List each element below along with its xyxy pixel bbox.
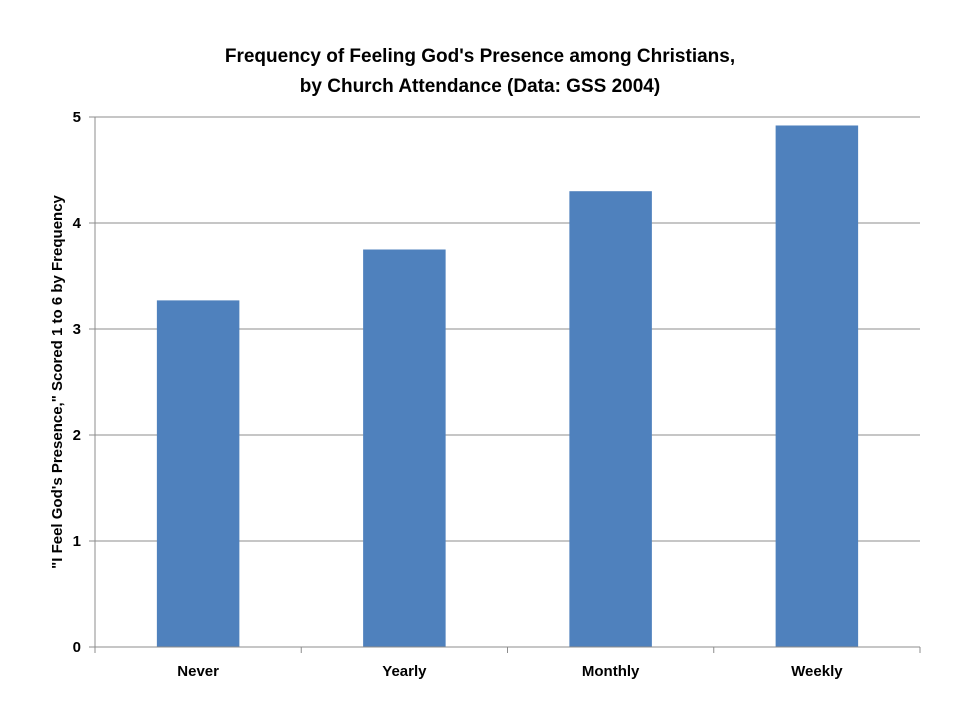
bars (156, 125, 859, 648)
chart-title-line-1: Frequency of Feeling God's Presence amon… (225, 46, 735, 67)
y-axis-label: "I Feel God's Presence," Scored 1 to 6 b… (49, 194, 66, 568)
y-tick-label: 5 (73, 109, 81, 126)
chart-title-line-2: by Church Attendance (Data: GSS 2004) (300, 76, 660, 97)
y-tick-label: 3 (73, 321, 81, 338)
y-tick-label: 2 (73, 427, 81, 444)
x-tick-label: Weekly (791, 663, 843, 680)
x-tick-label: Yearly (382, 663, 427, 680)
bar-never (156, 300, 240, 647)
x-tick-labels: Never Yearly Monthly Weekly (177, 663, 843, 680)
chart-title: Frequency of Feeling God's Presence amon… (225, 46, 735, 97)
bar-yearly (363, 249, 446, 647)
y-tick-labels: 0 1 2 3 4 5 (73, 109, 82, 656)
axes (89, 116, 921, 653)
bar-monthly (569, 191, 652, 647)
x-tick-label: Monthly (582, 663, 640, 680)
bar-weekly (775, 125, 859, 648)
x-tick-label: Never (177, 663, 219, 680)
y-tick-label: 4 (73, 215, 82, 232)
y-tick-label: 0 (73, 639, 81, 656)
y-tick-label: 1 (73, 533, 81, 550)
